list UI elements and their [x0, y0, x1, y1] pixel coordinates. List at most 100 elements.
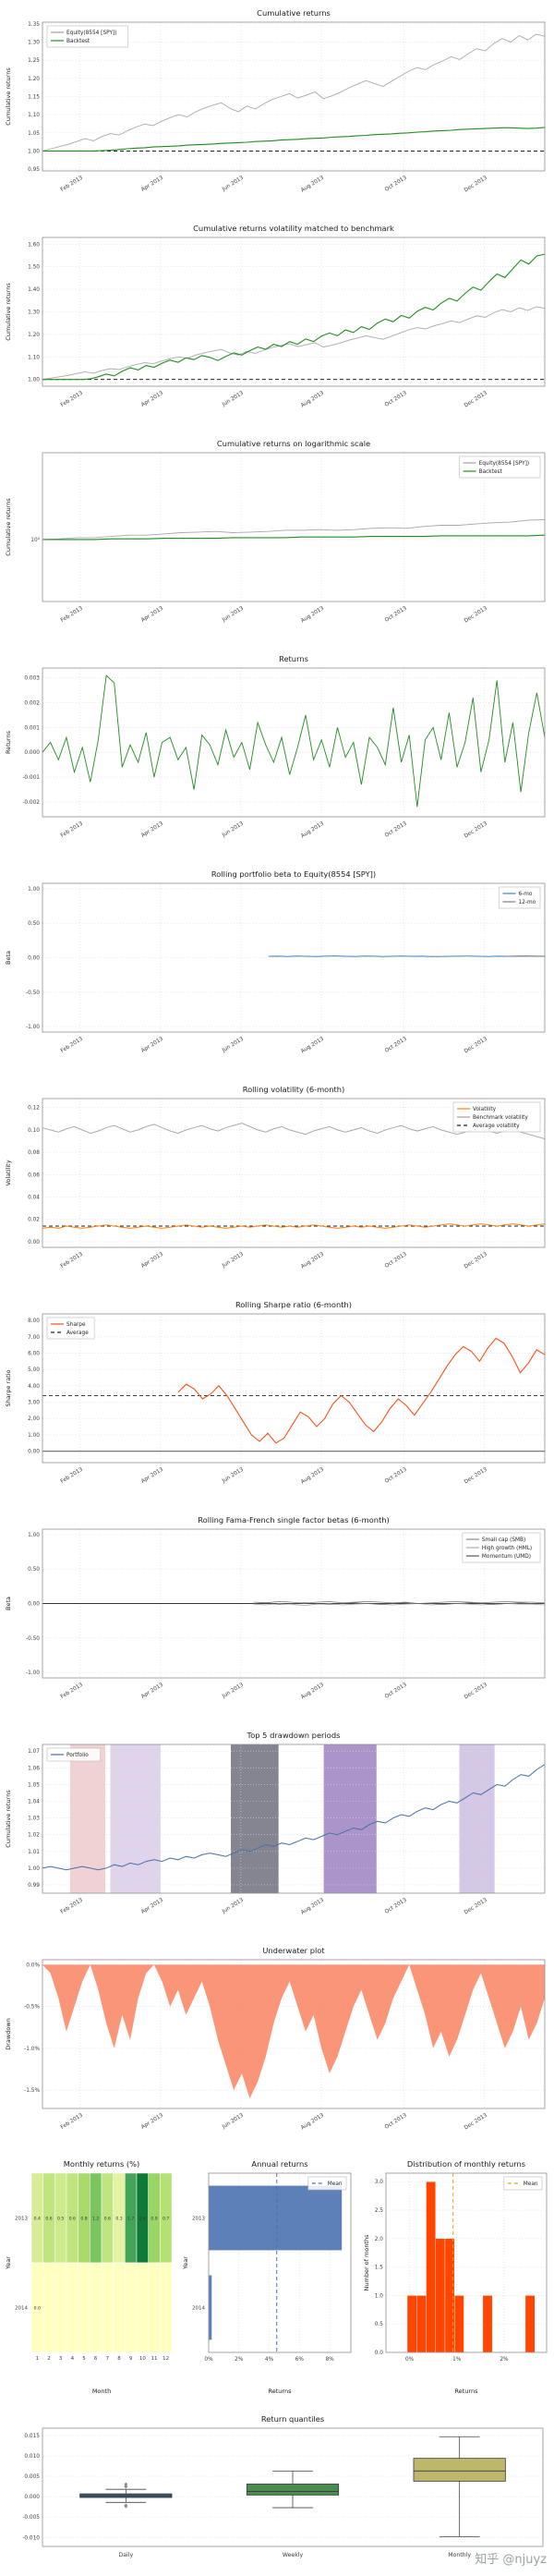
svg-text:7.00: 7.00 — [28, 1335, 40, 1341]
svg-text:Volatility: Volatility — [5, 1160, 12, 1185]
svg-text:1.00: 1.00 — [28, 1433, 40, 1439]
svg-text:0.50: 0.50 — [28, 1567, 40, 1573]
svg-text:3.0: 3.0 — [375, 2180, 384, 2185]
svg-text:1.25: 1.25 — [28, 58, 40, 64]
svg-text:Cumulative returns: Cumulative returns — [257, 8, 331, 18]
svg-text:6: 6 — [94, 2356, 98, 2362]
svg-text:1%: 1% — [452, 2357, 462, 2363]
svg-text:0.6: 0.6 — [45, 2216, 52, 2221]
svg-text:Distribution of monthly return: Distribution of monthly returns — [407, 2159, 525, 2169]
svg-text:0.04: 0.04 — [28, 1196, 40, 1201]
svg-text:0.005: 0.005 — [24, 2474, 40, 2480]
svg-text:1.10: 1.10 — [28, 355, 40, 360]
svg-text:2.5: 2.5 — [375, 2208, 384, 2214]
svg-text:Average: Average — [66, 1331, 89, 1336]
svg-text:1.5: 1.5 — [375, 2266, 384, 2271]
svg-text:10: 10 — [139, 2356, 146, 2362]
svg-text:1.00: 1.00 — [28, 1533, 40, 1538]
svg-text:2%: 2% — [500, 2357, 509, 2363]
svg-text:0.9: 0.9 — [151, 2216, 157, 2221]
svg-text:Rolling Fama-French single fac: Rolling Fama-French single factor betas … — [198, 1515, 390, 1525]
svg-text:2013: 2013 — [15, 2217, 28, 2222]
svg-text:2%: 2% — [235, 2357, 244, 2363]
svg-text:-0.001: -0.001 — [22, 775, 40, 781]
svg-text:6.00: 6.00 — [28, 1351, 40, 1356]
svg-text:0.0%: 0.0% — [26, 1962, 40, 1968]
watermark: 知乎 @njuyz — [475, 2553, 547, 2567]
svg-text:0.002: 0.002 — [24, 701, 40, 707]
svg-text:1.10: 1.10 — [28, 113, 40, 118]
chart-volatility-matched-returns: 1.00 1.10 1.20 1.30 1.40 1.50 1.60 Feb 2013 Apr … — [0, 219, 554, 427]
svg-text:0.000: 0.000 — [24, 750, 40, 756]
svg-text:0.015: 0.015 — [24, 2434, 40, 2439]
svg-text:Drawdown: Drawdown — [5, 2018, 12, 2050]
svg-text:Returns: Returns — [269, 2388, 293, 2395]
svg-text:0.3: 0.3 — [115, 2216, 122, 2221]
svg-text:1.06: 1.06 — [28, 1766, 40, 1771]
svg-text:0.003: 0.003 — [24, 676, 40, 682]
chart-rolling-sharpe: 0.00 1.00 2.00 3.00 4.00 5.00 6.00 7.00 8.00 Feb … — [0, 1295, 554, 1503]
svg-text:9: 9 — [129, 2356, 133, 2362]
chart-underwater-plot: 0.0% -0.5% -1.0% -1.5% Feb 2013 Apr 2013 Jun 2… — [0, 1941, 554, 2149]
svg-text:-0.5%: -0.5% — [24, 2005, 40, 2011]
svg-text:0.99: 0.99 — [28, 1883, 40, 1889]
svg-text:0.7: 0.7 — [163, 2216, 169, 2221]
svg-text:Returns: Returns — [5, 730, 12, 754]
svg-text:1.00: 1.00 — [28, 149, 40, 154]
svg-text:0.8: 0.8 — [80, 2216, 87, 2221]
chart-return-quantiles: -0.010 -0.005 0.000 0.005 0.010 0.015 Daily Wee… — [0, 2412, 554, 2569]
svg-text:3.00: 3.00 — [28, 1401, 40, 1406]
svg-text:1: 1 — [36, 2356, 40, 2362]
svg-text:6%: 6% — [295, 2357, 305, 2363]
svg-text:Average volatility: Average volatility — [473, 1124, 520, 1129]
svg-text:5: 5 — [82, 2356, 86, 2362]
chart-log-cumulative-returns: 10⁰ Feb 2013 Apr 2013 Jun 2013 Aug 2013 Oct 2… — [0, 434, 554, 642]
svg-text:-0.005: -0.005 — [22, 2515, 40, 2521]
svg-text:2.6: 2.6 — [139, 2216, 146, 2221]
chart-cumulative-returns: 0.95 1.00 1.05 1.10 1.15 1.20 1.25 1.30 1.35 Feb … — [0, 4, 554, 212]
svg-text:1.04: 1.04 — [28, 1800, 40, 1805]
chart-top-drawdown-periods: 0.99 1.00 1.01 1.02 1.03 1.04 1.05 1.06 1.07 Feb … — [0, 1726, 554, 1934]
svg-text:Daily: Daily — [119, 2552, 134, 2558]
svg-text:1.00: 1.00 — [28, 378, 40, 383]
svg-text:0.10: 0.10 — [28, 1128, 40, 1134]
svg-text:Small cap (SMB): Small cap (SMB) — [482, 1537, 525, 1543]
svg-text:2.0: 2.0 — [375, 2237, 384, 2242]
svg-text:Equity(8554 [SPY]): Equity(8554 [SPY]) — [479, 461, 530, 467]
svg-text:1.00: 1.00 — [28, 887, 40, 893]
svg-text:0.50: 0.50 — [28, 921, 40, 927]
svg-text:1.15: 1.15 — [28, 95, 40, 101]
svg-text:Year: Year — [5, 2256, 12, 2270]
svg-text:4: 4 — [71, 2356, 75, 2362]
chart-rolling-beta: -1.00 -0.50 0.00 0.50 1.00 Feb 2013 Apr 2013 Ju… — [0, 865, 554, 1073]
svg-text:High growth (HML): High growth (HML) — [482, 1546, 532, 1551]
chart-daily-returns: -0.002 -0.001 0.000 0.001 0.002 0.003 Feb 2013… — [0, 650, 554, 857]
svg-text:0.00: 0.00 — [28, 1240, 40, 1245]
svg-text:Return quantiles: Return quantiles — [261, 2414, 324, 2424]
svg-text:0.0: 0.0 — [34, 2305, 41, 2311]
svg-text:2014: 2014 — [192, 2306, 205, 2312]
svg-text:-0.010: -0.010 — [22, 2535, 40, 2541]
svg-text:-1.00: -1.00 — [26, 1671, 40, 1676]
svg-text:1.7: 1.7 — [127, 2216, 134, 2221]
svg-text:Weekly: Weekly — [283, 2552, 304, 2558]
chart-monthly-returns-heatmap: 0.4 0.6 0.5 0.6 0.8 1.2 0.6 0.3 1.7 2.6 0.9 0.7 0.0 2… — [0, 2157, 177, 2397]
svg-text:0.95: 0.95 — [28, 167, 40, 173]
svg-text:1.01: 1.01 — [28, 1850, 40, 1855]
svg-text:1.30: 1.30 — [28, 41, 40, 46]
svg-text:3: 3 — [59, 2356, 63, 2362]
chart-monthly-returns-distribution: 0.0 0.5 1.0 1.5 2.0 2.5 3.0 0% 1% 2% Distribution … — [358, 2157, 554, 2397]
svg-text:0.6: 0.6 — [104, 2216, 111, 2221]
svg-text:1.05: 1.05 — [28, 1782, 40, 1788]
svg-text:Cumulative returns: Cumulative returns — [5, 1790, 12, 1848]
svg-text:5.00: 5.00 — [28, 1367, 40, 1373]
svg-text:2: 2 — [47, 2356, 51, 2362]
svg-text:1.03: 1.03 — [28, 1817, 40, 1822]
svg-text:Returns: Returns — [455, 2388, 479, 2395]
svg-text:12: 12 — [163, 2356, 169, 2362]
svg-text:10⁰: 10⁰ — [30, 537, 40, 543]
svg-text:0.4: 0.4 — [34, 2216, 41, 2221]
svg-text:Rolling portfolio beta to Equi: Rolling portfolio beta to Equity(8554 [S… — [211, 869, 376, 879]
svg-text:1.05: 1.05 — [28, 131, 40, 137]
monthly-annual-distribution-row: 0.4 0.6 0.5 0.6 0.8 1.2 0.6 0.3 1.7 2.6 0.9 0.7 0.0 2… — [0, 2157, 554, 2404]
